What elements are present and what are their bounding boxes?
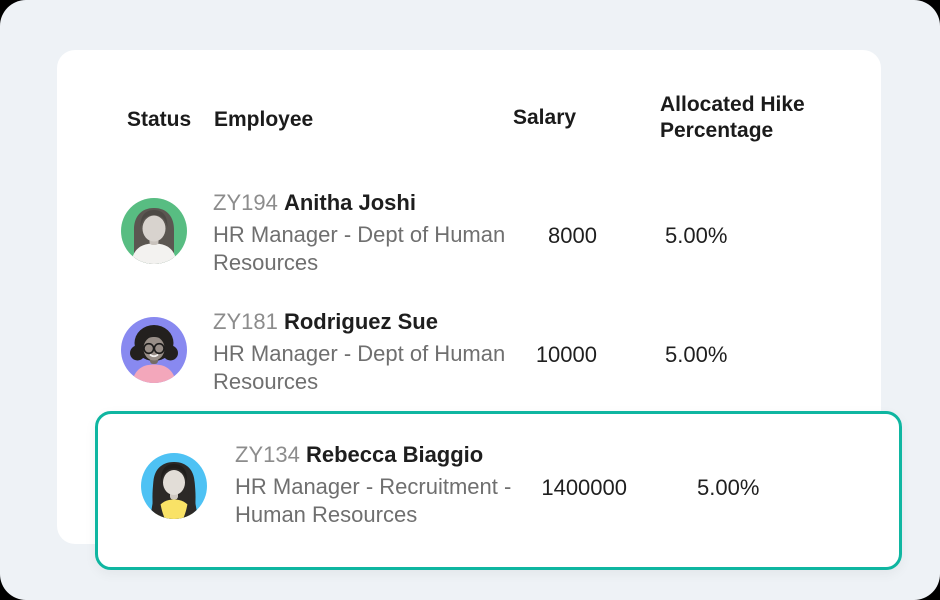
employee-id: ZY194 [213,190,278,215]
employee-id: ZY134 [235,442,300,467]
hike-percentage-value: 5.00% [665,223,728,248]
salary-value: 8000 [548,223,597,248]
woman-portrait-green-avatar [121,198,187,264]
woman-long-hair-blue-avatar [141,453,207,519]
employee-cell: ZY134 Rebecca Biaggio HR Manager - Recru… [235,442,549,528]
employee-name: Rebecca Biaggio [305,442,484,467]
employee-id: ZY181 [213,309,278,334]
selected-row-outline [95,411,902,570]
table-row[interactable]: ZY181 Rodriguez Sue HR Manager - Dept of… [100,307,790,407]
employee-avatar [121,198,187,264]
employee-name-line: ZY134 Rebecca Biaggio [235,442,549,468]
column-header-allocated-hike-percentage: Allocated Hike Percentage [660,93,805,142]
woman-afro-glasses-purple-avatar [121,317,187,383]
employee-cell: ZY181 Rodriguez Sue HR Manager - Dept of… [213,309,527,395]
employee-role: HR Manager - Dept of Human Resources [213,341,506,394]
employee-avatar [121,317,187,383]
employee-role: HR Manager - Recruitment - Human Resourc… [235,474,512,527]
hike-percentage-value: 5.00% [665,342,728,367]
salary-value: 1400000 [541,475,627,500]
table-row-selected[interactable]: ZY134 Rebecca Biaggio HR Manager - Recru… [120,440,810,540]
employee-name: Rodriguez Sue [283,309,438,334]
employee-name: Anitha Joshi [283,190,416,215]
employee-role: HR Manager - Dept of Human Resources [213,222,506,275]
salary-value: 10000 [535,342,597,367]
employee-name-line: ZY194 Anitha Joshi [213,190,527,216]
column-header-salary: Salary [513,106,577,129]
column-header-employee: Employee [214,108,314,131]
hike-percentage-value: 5.00% [697,475,760,500]
column-header-status: Status [127,108,192,131]
table-row[interactable]: ZY194 Anitha Joshi HR Manager - Dept of … [100,188,790,288]
employee-avatar [141,453,207,519]
employee-cell: ZY194 Anitha Joshi HR Manager - Dept of … [213,190,527,276]
employee-name-line: ZY181 Rodriguez Sue [213,309,527,335]
